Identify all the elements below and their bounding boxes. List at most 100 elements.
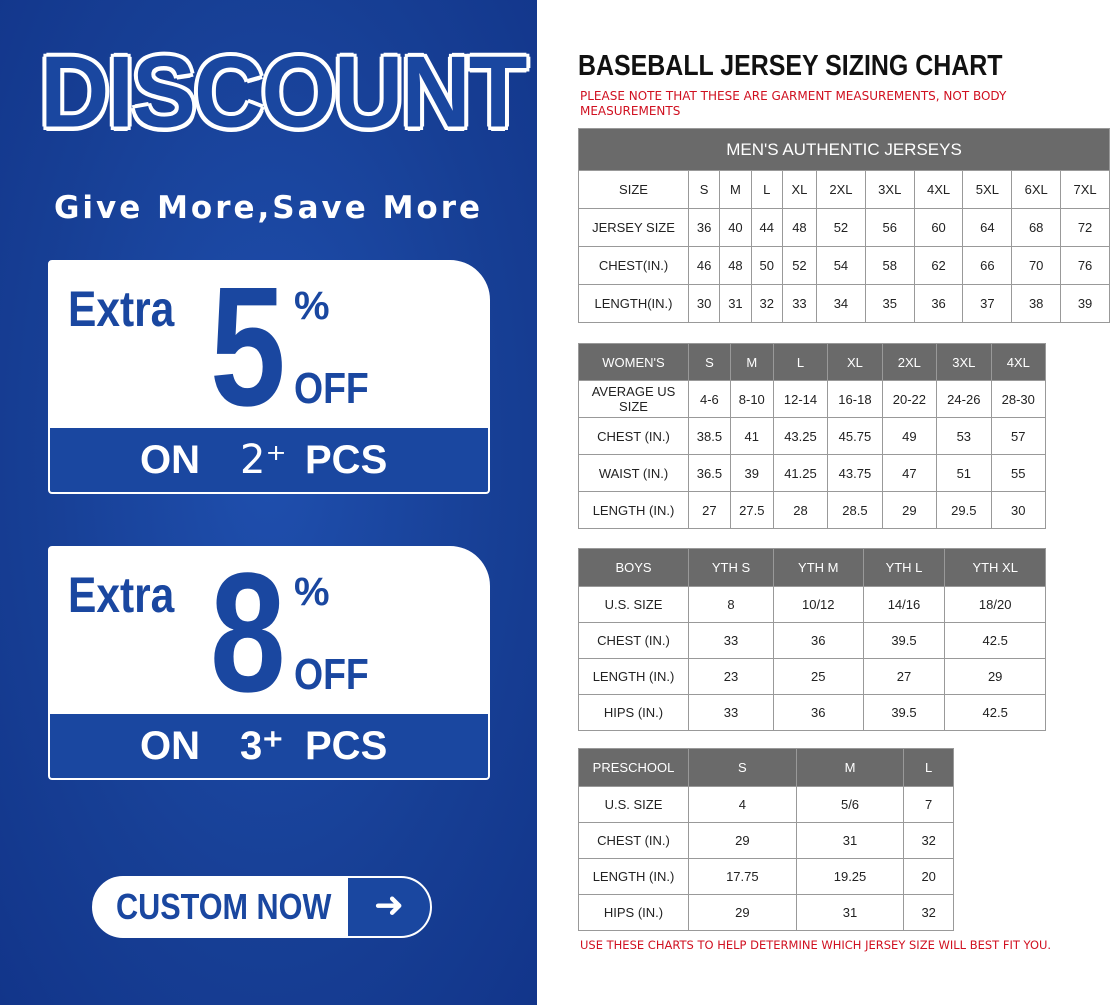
column-header: M <box>795 748 905 787</box>
table-cell: 4-6 <box>688 380 731 418</box>
table-cell: 30 <box>687 284 721 323</box>
column-header: YTH M <box>772 548 864 587</box>
chart-footer-note: USE THESE CHARTS TO HELP DETERMINE WHICH… <box>580 938 1052 952</box>
table-cell: 54 <box>816 246 866 285</box>
table-cell: 40 <box>719 208 752 247</box>
table-cell: 66 <box>962 246 1013 285</box>
table-cell: 24-26 <box>936 380 992 418</box>
table-cell: 29 <box>688 822 797 859</box>
column-header: S <box>688 343 731 381</box>
row-label: LENGTH (IN.) <box>578 658 689 695</box>
table-cell: 4 <box>688 786 797 823</box>
table-cell: 39 <box>729 454 774 492</box>
table-cell: 34 <box>816 284 866 323</box>
row-label: CHEST (IN.) <box>578 417 689 455</box>
row-label: LENGTH (IN.) <box>578 491 689 529</box>
table-cell: 28.5 <box>827 491 883 529</box>
table-row: HIPS (IN.) 33 36 39.5 42.5 <box>578 694 1046 731</box>
column-header: BOYS <box>578 548 689 587</box>
table-cell: 18/20 <box>944 586 1046 623</box>
mens-table: MEN'S AUTHENTIC JERSEYS SIZE S M L XL 2XL 3XL 4X… <box>578 128 1110 323</box>
table-cell: 52 <box>816 208 866 247</box>
table-cell: 7 <box>903 786 954 823</box>
table-row: CHEST(IN.) 46 48 50 52 54 58 62 66 70 76 <box>578 246 1110 285</box>
table-cell: 68 <box>1011 208 1062 247</box>
chart-title: BASEBALL JERSEY SIZING CHART <box>578 50 1003 82</box>
table-cell: 8-10 <box>729 380 774 418</box>
table-cell: 36 <box>772 622 864 659</box>
offer-percent: % <box>294 570 330 614</box>
table-cell: 39.5 <box>862 694 946 731</box>
table-row: SIZE S M L XL 2XL 3XL 4XL 5XL 6XL 7XL <box>578 170 1110 209</box>
table-cell: 8 <box>688 586 774 623</box>
table-cell: 31 <box>795 894 905 931</box>
table-cell: 12-14 <box>772 380 829 418</box>
offer-card-8: Extra 8 % OFF ON 3⁺ PCS <box>48 546 490 780</box>
table-cell: 39.5 <box>862 622 946 659</box>
table-cell: L <box>750 170 783 209</box>
table-cell: 51 <box>936 454 992 492</box>
table-cell: 36.5 <box>688 454 731 492</box>
custom-now-button[interactable]: CUSTOM NOW ➜ <box>92 876 432 938</box>
row-label: HIPS (IN.) <box>578 894 689 931</box>
discount-headline: DISCOUNT <box>40 36 527 149</box>
table-cell: 29 <box>944 658 1046 695</box>
table-cell: 72 <box>1060 208 1110 247</box>
table-header-row: PRESCHOOL S M L <box>578 748 954 787</box>
row-label: HIPS (IN.) <box>578 694 689 731</box>
row-label: LENGTH(IN.) <box>578 284 689 323</box>
column-header: L <box>772 343 829 381</box>
offer-qty: 3⁺ <box>240 724 284 768</box>
offer-on: ON <box>140 438 200 482</box>
table-cell: 31 <box>795 822 905 859</box>
column-header: XL <box>827 343 883 381</box>
table-cell: 36 <box>913 284 964 323</box>
column-header: 3XL <box>936 343 992 381</box>
table-cell: 16-18 <box>827 380 883 418</box>
row-label: JERSEY SIZE <box>578 208 689 247</box>
table-row: U.S. SIZE 8 10/12 14/16 18/20 <box>578 586 1046 623</box>
offer-on: ON <box>140 724 200 768</box>
column-header: 4XL <box>990 343 1047 381</box>
row-label: LENGTH (IN.) <box>578 858 689 895</box>
table-row: JERSEY SIZE 36 40 44 48 52 56 60 64 68 72 <box>578 208 1110 247</box>
table-cell: 5XL <box>962 170 1013 209</box>
table-row: CHEST (IN.) 29 31 32 <box>578 822 954 859</box>
tagline: Give More,Save More <box>53 190 484 226</box>
table-cell: 38.5 <box>688 417 731 455</box>
table-cell: 32 <box>903 822 954 859</box>
table-cell: 32 <box>903 894 954 931</box>
column-header: PRESCHOOL <box>578 748 689 787</box>
table-cell: 20 <box>903 858 954 895</box>
table-caption-row: MEN'S AUTHENTIC JERSEYS <box>578 128 1110 171</box>
garment-note: PLEASE NOTE THAT THESE ARE GARMENT MEASU… <box>580 89 1007 118</box>
table-row: LENGTH(IN.) 30 31 32 33 34 35 36 37 38 39 <box>578 284 1110 323</box>
table-row: CHEST (IN.) 33 36 39.5 42.5 <box>578 622 1046 659</box>
table-cell: 28 <box>772 491 829 529</box>
table-cell: 23 <box>688 658 774 695</box>
row-label: CHEST(IN.) <box>578 246 689 285</box>
table-cell: 57 <box>990 417 1047 455</box>
offer-pcs: PCS <box>305 438 388 482</box>
table-cell: 30 <box>990 491 1047 529</box>
table-cell: 44 <box>750 208 783 247</box>
column-header: L <box>903 748 954 787</box>
table-row: U.S. SIZE 4 5/6 7 <box>578 786 954 823</box>
table-cell: 14/16 <box>862 586 946 623</box>
table-cell: 70 <box>1011 246 1062 285</box>
table-cell: 46 <box>687 246 721 285</box>
table-cell: M <box>719 170 752 209</box>
table-cell: 55 <box>990 454 1047 492</box>
table-cell: 50 <box>750 246 783 285</box>
table-cell: 41.25 <box>772 454 829 492</box>
column-header: WOMEN'S <box>578 343 689 381</box>
table-caption: MEN'S AUTHENTIC JERSEYS <box>578 128 1110 171</box>
table-cell: 17.75 <box>688 858 797 895</box>
table-cell: 33 <box>688 694 774 731</box>
table-cell: 7XL <box>1060 170 1110 209</box>
offer-qty: 2⁺ <box>240 437 287 483</box>
table-cell: 39 <box>1060 284 1110 323</box>
table-cell: 28-30 <box>990 380 1047 418</box>
table-cell: 20-22 <box>881 380 938 418</box>
table-cell: 27.5 <box>729 491 774 529</box>
